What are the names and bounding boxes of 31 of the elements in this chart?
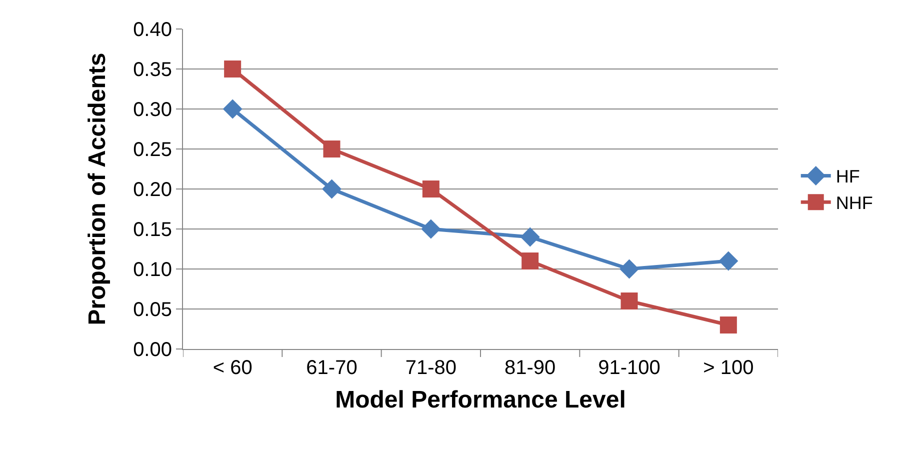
- x-tick-label: 61-70: [306, 357, 358, 379]
- y-tick-label: 0.05: [133, 299, 172, 321]
- point: [224, 60, 242, 78]
- x-tick-label: 91-100: [598, 357, 660, 379]
- point: [620, 259, 639, 279]
- point: [720, 316, 737, 334]
- point: [522, 252, 539, 270]
- x-tick-label: < 60: [212, 357, 252, 379]
- y-tick-label: 0.30: [133, 99, 172, 121]
- x-axis-title: Model Performance Level: [335, 386, 626, 414]
- x-tick-label: 81-90: [504, 357, 556, 379]
- point: [322, 179, 342, 199]
- y-tick-label: 0.40: [133, 19, 172, 41]
- point: [222, 99, 242, 119]
- y-tick-label: 0.00: [133, 339, 172, 361]
- point: [718, 251, 738, 271]
- y-tick-label: 0.15: [133, 219, 172, 241]
- point: [323, 140, 340, 158]
- point: [520, 227, 540, 247]
- point: [422, 180, 440, 198]
- y-axis-title: Proportion of Accidents: [84, 52, 112, 326]
- y-tick-label: 0.35: [133, 59, 172, 81]
- y-tick-label: 0.10: [133, 259, 172, 281]
- x-tick-label: 71-80: [405, 357, 456, 379]
- y-tick-label: 0.25: [133, 139, 172, 161]
- y-tick-label: 0.20: [133, 179, 172, 201]
- x-tick-label: > 100: [703, 357, 754, 379]
- point: [421, 219, 441, 239]
- legend-label: HF: [836, 166, 860, 187]
- point: [620, 292, 638, 310]
- legend-label: NHF: [836, 193, 873, 214]
